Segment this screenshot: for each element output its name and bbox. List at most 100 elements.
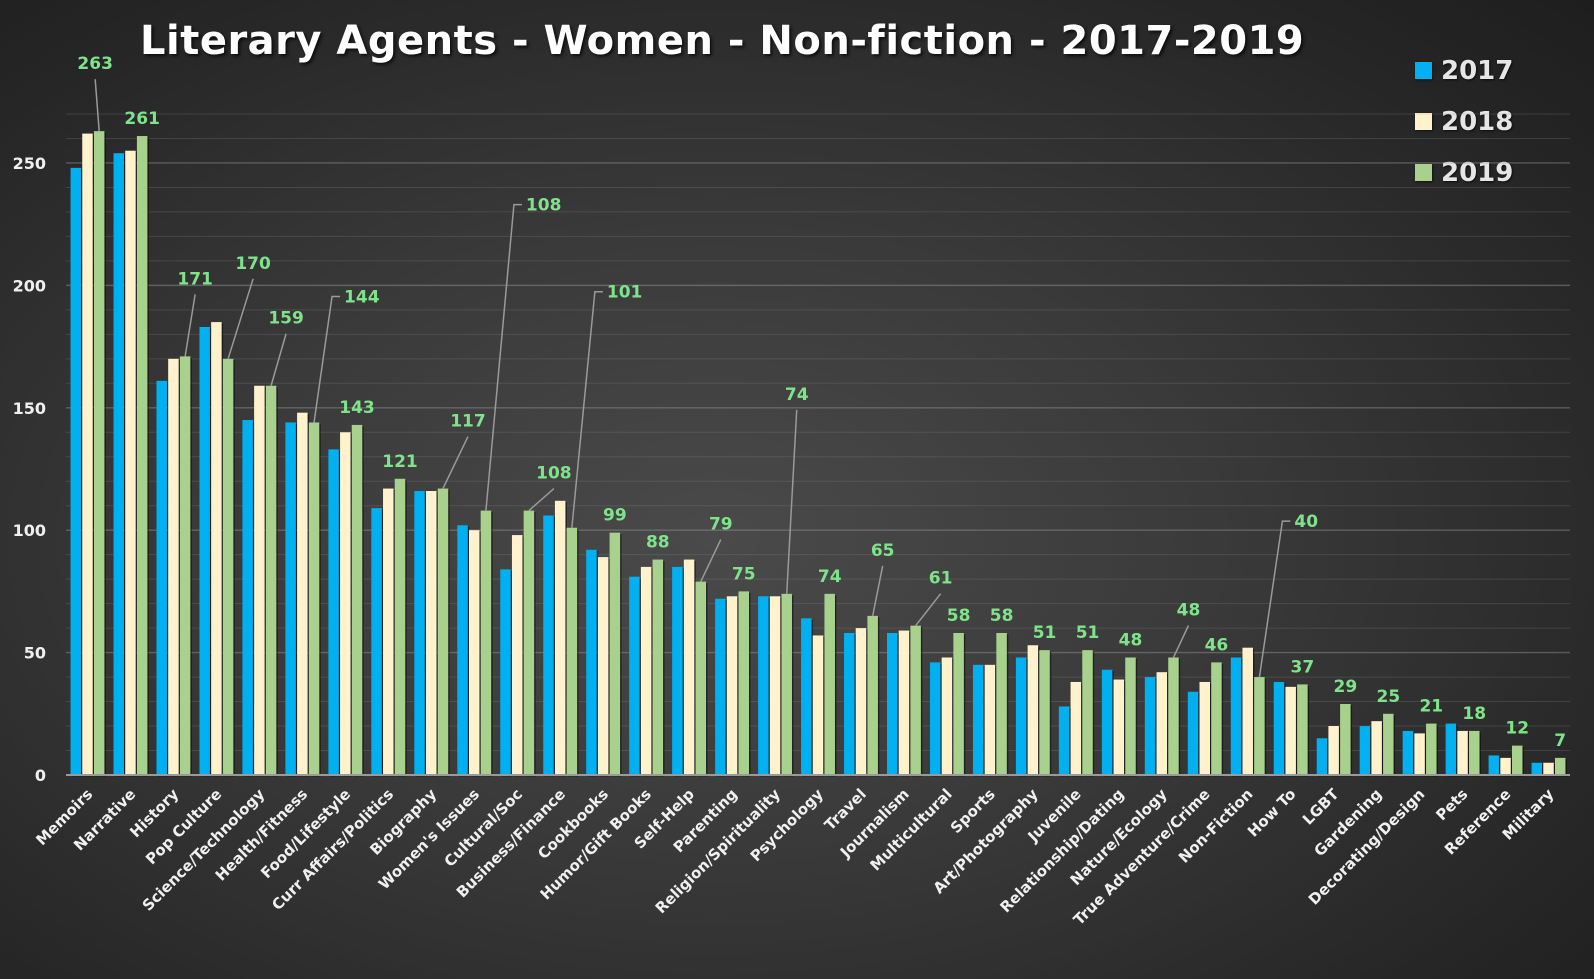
bar-2019 <box>523 510 535 775</box>
legend-swatch-2017 <box>1415 62 1432 79</box>
data-label: 48 <box>1177 600 1201 620</box>
data-label: 29 <box>1334 677 1358 697</box>
bar-2019 <box>179 356 191 775</box>
leader-line <box>227 278 254 360</box>
bar-2017 <box>844 633 855 775</box>
bar-2019 <box>1082 650 1093 775</box>
bar-2017 <box>1359 726 1371 775</box>
legend-label-2019: 2019 <box>1441 157 1514 188</box>
x-tick-label: Pets <box>1432 785 1471 824</box>
bar-2018 <box>812 635 824 775</box>
bar-2017 <box>1230 657 1242 775</box>
bar-2018 <box>82 133 93 775</box>
data-labels: 263 261 171 170 159 144 143 121 117 108 108 101 99 88… <box>77 54 1566 751</box>
bar-2019 <box>1211 662 1222 775</box>
bar-2018 <box>1242 647 1253 775</box>
bar-2019 <box>136 136 148 776</box>
bar-2017 <box>113 153 125 776</box>
bar-2018 <box>1156 672 1168 775</box>
leader-lines <box>94 79 1291 678</box>
y-tick-label: 100 <box>13 521 46 540</box>
leader-line <box>915 593 942 627</box>
bar-2018 <box>941 657 953 775</box>
bar-2019 <box>93 131 105 776</box>
data-label: 159 <box>268 309 304 329</box>
bar-2017 <box>1402 730 1414 775</box>
bar-2018 <box>855 628 867 775</box>
bar-2018 <box>426 491 437 775</box>
data-label: 58 <box>947 606 971 626</box>
bar-2019 <box>1469 730 1480 775</box>
leader-line <box>270 333 287 386</box>
bar-2019 <box>265 385 277 775</box>
x-tick-label: How To <box>1244 785 1299 840</box>
bar-2017 <box>1445 723 1457 775</box>
legend-item-2019[interactable]: 2019 <box>1415 147 1513 198</box>
leader-line <box>184 294 196 357</box>
bar-2018 <box>168 358 179 775</box>
legend: 2017 2018 2019 <box>1415 45 1513 198</box>
data-label: 37 <box>1291 657 1315 677</box>
bar-2019 <box>652 559 664 775</box>
bar-2017 <box>1273 681 1285 775</box>
bar-2019 <box>394 478 406 775</box>
data-label: 74 <box>785 385 809 405</box>
legend-item-2018[interactable]: 2018 <box>1415 96 1513 147</box>
bar-2018 <box>640 566 652 775</box>
y-tick-label: 200 <box>13 276 46 295</box>
bar-2017 <box>1316 738 1328 775</box>
data-label: 21 <box>1419 697 1443 717</box>
data-label: 263 <box>77 54 113 74</box>
bar-2019 <box>1039 650 1050 775</box>
bar-2018 <box>1027 645 1039 775</box>
bar-2019 <box>1125 657 1136 775</box>
bar-2018 <box>468 530 480 775</box>
bar-2018 <box>597 557 609 775</box>
data-label: 48 <box>1119 630 1143 650</box>
bar-2017 <box>371 508 382 775</box>
legend-swatch-2019 <box>1415 164 1432 181</box>
leader-line <box>313 295 341 423</box>
bar-2017 <box>242 420 253 775</box>
leader-line <box>528 488 555 512</box>
data-label: 75 <box>732 564 756 584</box>
legend-item-2017[interactable]: 2017 <box>1415 45 1513 96</box>
y-tick-label: 50 <box>24 644 46 663</box>
bar-2018 <box>1500 757 1511 775</box>
data-label: 144 <box>344 287 380 307</box>
bar-2018 <box>383 488 394 775</box>
x-tick-label: Non-Fiction <box>1175 785 1257 867</box>
bar-2018 <box>1543 762 1554 775</box>
bar-2018 <box>1457 730 1468 775</box>
bar-2018 <box>211 322 222 775</box>
bar-2017 <box>285 422 296 775</box>
bar-2018 <box>1113 679 1125 775</box>
bar-2017 <box>414 491 425 775</box>
leader-line <box>871 565 884 617</box>
bar-2017 <box>972 664 984 775</box>
data-label: 88 <box>646 533 670 553</box>
data-label: 25 <box>1376 687 1400 707</box>
bar-2018 <box>254 385 265 775</box>
leader-line <box>442 436 469 489</box>
bar-2019 <box>953 633 964 775</box>
bars <box>70 131 1567 777</box>
bar-2018 <box>683 559 695 775</box>
bar-2017 <box>886 633 898 775</box>
bar-2019 <box>781 593 792 775</box>
data-label: 74 <box>818 567 842 587</box>
bar-2017 <box>758 596 769 775</box>
bar-2017 <box>1015 657 1027 775</box>
bar-2019 <box>1254 677 1265 775</box>
bar-2019 <box>1297 684 1308 775</box>
data-label: 51 <box>1076 623 1100 643</box>
leader-line <box>571 290 603 528</box>
data-label: 117 <box>450 412 486 432</box>
bar-2019 <box>1426 723 1437 775</box>
bar-2018 <box>125 150 136 775</box>
data-label: 108 <box>526 196 562 216</box>
bar-2017 <box>586 549 597 775</box>
data-label: 7 <box>1554 731 1566 751</box>
